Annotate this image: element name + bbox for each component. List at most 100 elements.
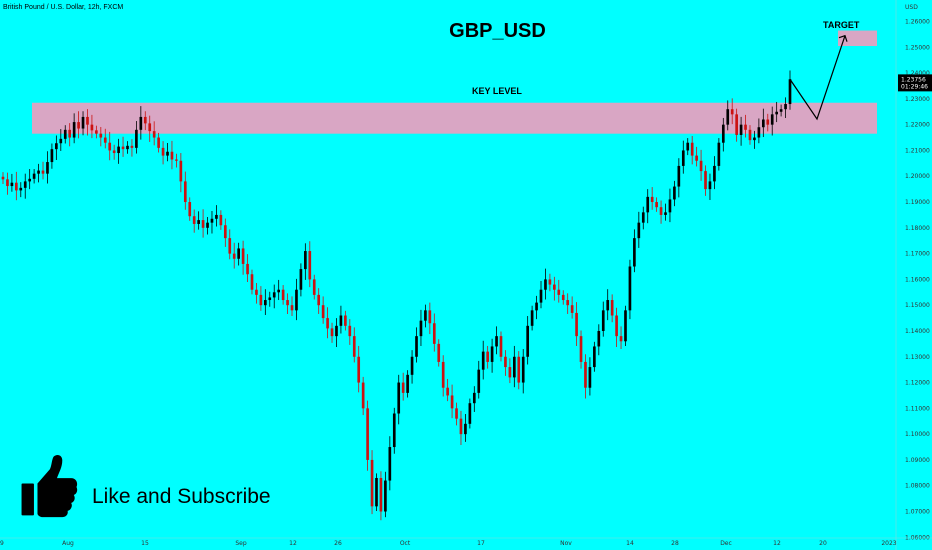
y-tick-label: 1.07000 (905, 509, 930, 516)
candle-body (464, 423, 467, 435)
candle-body (521, 356, 525, 383)
candle-body (175, 159, 178, 161)
price-tag-box (898, 74, 932, 92)
candle-body (708, 181, 712, 190)
candle-body (664, 212, 667, 215)
candle-body (290, 305, 294, 311)
candle-body (81, 116, 85, 129)
y-tick-label: 1.09000 (905, 457, 930, 464)
candle-body (6, 179, 9, 187)
candle-body (90, 124, 94, 131)
candle-body (655, 202, 658, 208)
candle-body (326, 318, 329, 329)
candle-body (428, 310, 432, 324)
candle-body (584, 361, 587, 388)
candle-body (544, 279, 547, 290)
candle-body (757, 127, 761, 138)
candle-body (606, 300, 610, 311)
candle-body (183, 181, 187, 203)
candle-body (624, 310, 627, 342)
candle-body (499, 336, 503, 357)
x-tick-label: 9 (0, 540, 4, 547)
candle-body (641, 212, 645, 223)
candle-body (112, 150, 116, 154)
candle-body (588, 367, 592, 388)
y-tick-label: 1.20000 (905, 173, 930, 180)
candle-body (139, 116, 143, 130)
candle-body (286, 300, 289, 306)
candle-body (517, 356, 521, 383)
candle-body (344, 315, 347, 326)
candle-body (410, 356, 414, 375)
candle-body (490, 346, 494, 362)
candle-body (610, 300, 614, 316)
candle-body (99, 133, 103, 138)
candle-body (295, 289, 298, 311)
candle-body (28, 178, 32, 182)
candle-body (384, 480, 387, 512)
y-tick-label: 1.19000 (905, 199, 930, 206)
y-tick-label: 1.26000 (905, 19, 930, 26)
candle-body (424, 310, 427, 321)
candle-body (361, 382, 365, 409)
candle-body (397, 382, 401, 414)
candle-body (277, 289, 281, 293)
candle-body (593, 346, 596, 368)
candle-body (281, 289, 285, 301)
zones-layer (32, 30, 877, 134)
y-tick-label: 1.23000 (905, 96, 930, 103)
symbol-label: British Pound / U.S. Dollar, 12h, FXCM (3, 4, 124, 11)
y-tick-label: 1.25000 (905, 44, 930, 51)
candle-body (704, 171, 707, 190)
candle-body (530, 310, 534, 326)
candle-body (779, 109, 783, 112)
candle-body (308, 251, 312, 280)
candle-body (179, 160, 183, 182)
candle-body (232, 253, 236, 259)
candle-body (601, 310, 605, 331)
price-tag-countdown: 01:29:46 (901, 83, 928, 90)
candle-body (557, 289, 561, 295)
candle-body (161, 147, 165, 156)
candle-body (512, 356, 516, 378)
candle-body (72, 122, 76, 138)
candle-body (379, 477, 383, 512)
candle-body (86, 116, 89, 125)
candle-body (135, 129, 138, 148)
y-tick-label: 1.24000 (905, 70, 930, 77)
projection-path (789, 35, 846, 121)
candle-body (575, 312, 578, 337)
candle-body (157, 137, 160, 148)
candle-body (770, 114, 774, 125)
candle-body (317, 294, 321, 306)
candle-body (77, 122, 80, 129)
candle-body (237, 248, 240, 259)
candle-body (375, 477, 378, 507)
candle-body (206, 222, 209, 228)
candle-body (535, 302, 538, 311)
candle-body (392, 413, 396, 448)
candle-body (455, 408, 458, 419)
candle-body (721, 124, 725, 143)
candle-body (548, 279, 552, 285)
candle-body (477, 369, 481, 393)
candle-body (695, 155, 698, 161)
chart-title: GBP_USD (449, 20, 546, 42)
candle-body (152, 131, 156, 138)
candle-body (388, 447, 392, 481)
candle-body (615, 315, 618, 337)
candle-body (566, 300, 570, 306)
y-tick-label: 1.21000 (905, 147, 930, 154)
candle-body (775, 111, 778, 115)
candle-body (650, 196, 654, 203)
candle-body (215, 214, 218, 219)
candle-body (481, 351, 485, 370)
candle-body (192, 216, 196, 224)
candle-body (50, 149, 54, 163)
candle-body (108, 142, 112, 151)
x-tick-label: Dec (720, 540, 732, 547)
candle-body (197, 220, 200, 224)
candle-body (401, 382, 405, 393)
